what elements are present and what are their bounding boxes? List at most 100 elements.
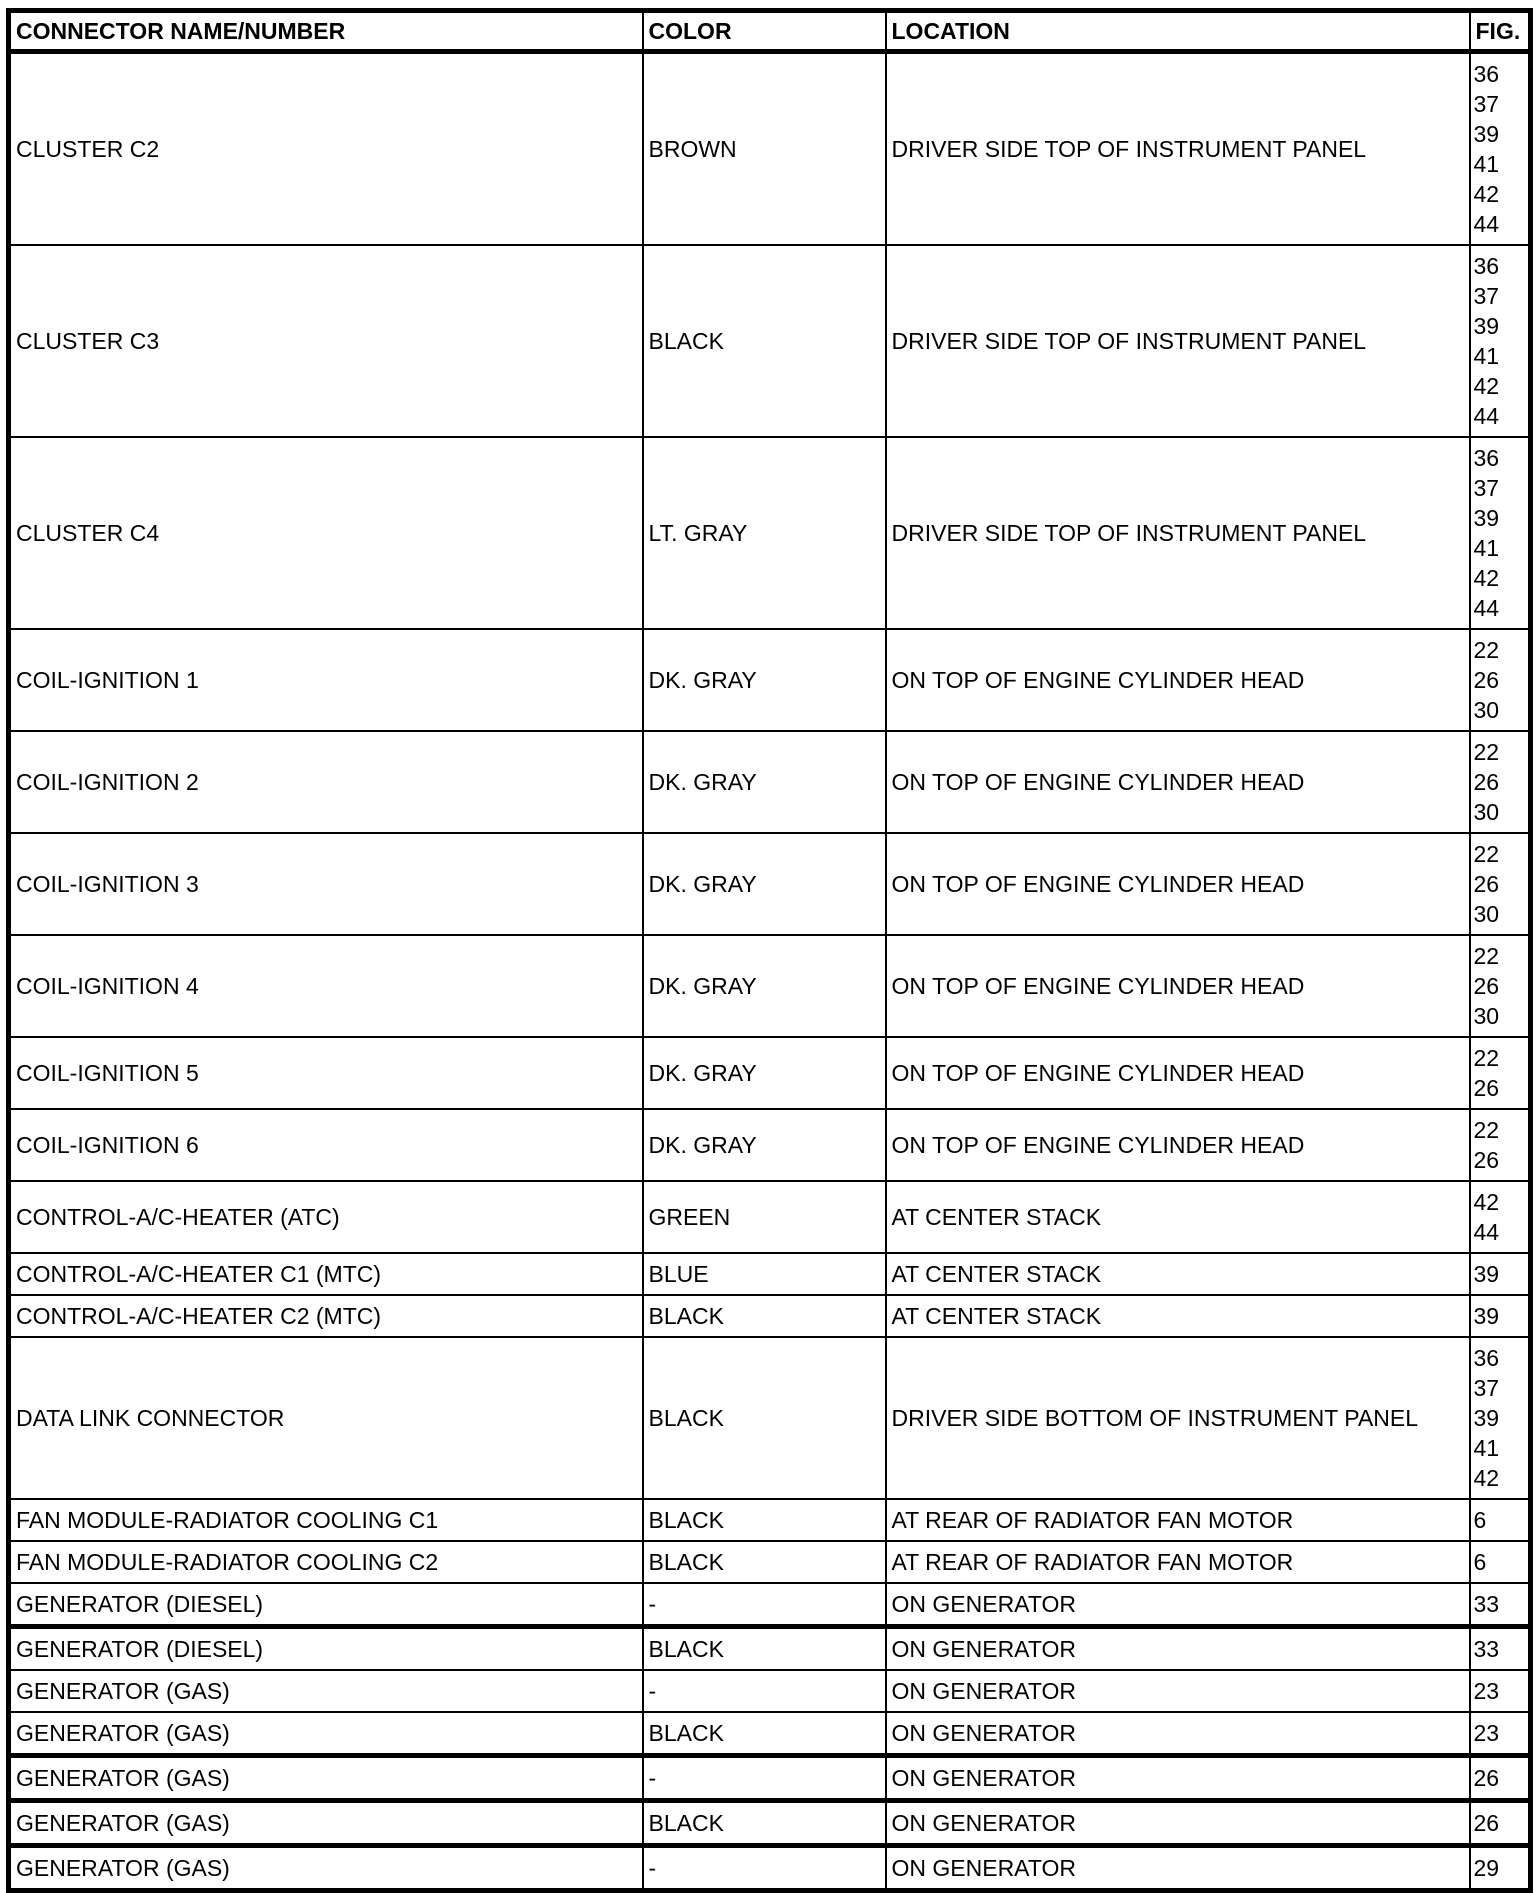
table-row: GENERATOR (DIESEL) BLACK ON GENERATOR 33	[7, 1624, 1532, 1671]
table-row: CONTROL-A/C-HEATER (ATC) GREEN AT CENTER S…	[7, 1180, 1532, 1254]
fig-number: 23	[1473, 1678, 1500, 1704]
fig-number: 22	[1473, 943, 1500, 969]
fig-number: 39	[1473, 313, 1500, 339]
table-row: GENERATOR (GAS) BLACK ON GENERATOR 26	[7, 1798, 1532, 1847]
color-cell: DK. GRAY	[641, 628, 887, 732]
location-cell: ON GENERATOR	[884, 1843, 1471, 1892]
connector-name-cell: CLUSTER C3	[7, 244, 644, 438]
fig-number: 37	[1473, 91, 1500, 117]
location-cell: ON GENERATOR	[884, 1711, 1471, 1757]
header-row: CONNECTOR NAME/NUMBER COLOR LOCATION FIG…	[7, 9, 1532, 53]
location-cell: ON GENERATOR	[884, 1798, 1471, 1847]
fig-number: 39	[1473, 1261, 1500, 1287]
fig-cell: 22 26 30	[1468, 832, 1532, 936]
color-cell: DK. GRAY	[641, 730, 887, 834]
location-cell: ON TOP OF ENGINE CYLINDER HEAD	[884, 832, 1471, 936]
table-row: COIL-IGNITION 2 DK. GRAY ON TOP OF ENGINE …	[7, 730, 1532, 834]
location-cell: AT REAR OF RADIATOR FAN MOTOR	[884, 1498, 1471, 1542]
fig-number: 44	[1473, 1219, 1500, 1245]
location-cell: AT CENTER STACK	[884, 1180, 1471, 1254]
fig-number: 26	[1473, 667, 1500, 693]
fig-number: 22	[1473, 841, 1500, 867]
fig-number: 26	[1473, 1075, 1500, 1101]
connector-name-cell: CONTROL-A/C-HEATER (ATC)	[7, 1180, 644, 1254]
location-cell: ON TOP OF ENGINE CYLINDER HEAD	[884, 730, 1471, 834]
fig-number: 23	[1473, 1720, 1500, 1746]
location-cell: DRIVER SIDE TOP OF INSTRUMENT PANEL	[884, 244, 1471, 438]
header-location: LOCATION	[884, 9, 1471, 53]
fig-number: 33	[1473, 1636, 1500, 1662]
location-cell: AT REAR OF RADIATOR FAN MOTOR	[884, 1540, 1471, 1584]
header-fig: FIG.	[1468, 9, 1532, 53]
location-cell: AT CENTER STACK	[884, 1294, 1471, 1338]
fig-number: 42	[1473, 181, 1500, 207]
color-cell: BLACK	[641, 244, 887, 438]
location-cell: ON GENERATOR	[884, 1669, 1471, 1713]
table-row: FAN MODULE-RADIATOR COOLING C1 BLACK AT RE…	[7, 1498, 1532, 1542]
color-cell: LT. GRAY	[641, 436, 887, 630]
table-row: GENERATOR (DIESEL) - ON GENERATOR 33	[7, 1582, 1532, 1628]
fig-number: 39	[1473, 505, 1500, 531]
fig-number: 26	[1473, 1765, 1500, 1791]
color-cell: DK. GRAY	[641, 1108, 887, 1182]
table-row: GENERATOR (GAS) - ON GENERATOR 29	[7, 1843, 1532, 1892]
connector-name-cell: DATA LINK CONNECTOR	[7, 1336, 644, 1500]
fig-number: 41	[1473, 1435, 1500, 1461]
color-cell: BLACK	[641, 1711, 887, 1757]
fig-cell: 29	[1468, 1843, 1532, 1892]
fig-cell: 22 26	[1468, 1108, 1532, 1182]
fig-number: 26	[1473, 973, 1500, 999]
connector-name-cell: GENERATOR (GAS)	[7, 1798, 644, 1847]
fig-number: 36	[1473, 1345, 1500, 1371]
fig-number: 22	[1473, 637, 1500, 663]
fig-number: 41	[1473, 343, 1500, 369]
color-cell: -	[641, 1669, 887, 1713]
table-row: FAN MODULE-RADIATOR COOLING C2 BLACK AT RE…	[7, 1540, 1532, 1584]
connector-name-cell: GENERATOR (GAS)	[7, 1753, 644, 1802]
fig-number: 42	[1473, 373, 1500, 399]
fig-cell: 33	[1468, 1624, 1532, 1671]
table-row: CLUSTER C2 BROWN DRIVER SIDE TOP OF INSTRU…	[7, 50, 1532, 246]
fig-number: 29	[1473, 1855, 1500, 1881]
fig-number: 37	[1473, 1375, 1500, 1401]
fig-number: 39	[1473, 121, 1500, 147]
fig-number: 42	[1473, 565, 1500, 591]
connector-name-cell: CONTROL-A/C-HEATER C1 (MTC)	[7, 1252, 644, 1296]
fig-cell: 23	[1468, 1669, 1532, 1713]
fig-cell: 22 26 30	[1468, 934, 1532, 1038]
connector-name-cell: GENERATOR (DIESEL)	[7, 1582, 644, 1628]
fig-number: 30	[1473, 697, 1500, 723]
table-row: COIL-IGNITION 3 DK. GRAY ON TOP OF ENGINE …	[7, 832, 1532, 936]
table-body: CLUSTER C2 BROWN DRIVER SIDE TOP OF INSTRU…	[7, 50, 1532, 1892]
fig-number: 30	[1473, 799, 1500, 825]
fig-number: 22	[1473, 739, 1500, 765]
location-cell: ON GENERATOR	[884, 1582, 1471, 1628]
fig-number: 36	[1473, 253, 1500, 279]
color-cell: DK. GRAY	[641, 1036, 887, 1110]
color-cell: GREEN	[641, 1180, 887, 1254]
color-cell: BLACK	[641, 1540, 887, 1584]
table-row: COIL-IGNITION 1 DK. GRAY ON TOP OF ENGINE …	[7, 628, 1532, 732]
fig-number: 26	[1473, 1147, 1500, 1173]
connector-name-cell: COIL-IGNITION 4	[7, 934, 644, 1038]
table-row: CONTROL-A/C-HEATER C1 (MTC) BLUE AT CENTER…	[7, 1252, 1532, 1296]
fig-number: 36	[1473, 61, 1500, 87]
color-cell: BLUE	[641, 1252, 887, 1296]
fig-cell: 36 37 39 41 42	[1468, 1336, 1532, 1500]
fig-cell: 22 26 30	[1468, 730, 1532, 834]
fig-number: 39	[1473, 1405, 1500, 1431]
table-row: DATA LINK CONNECTOR BLACK DRIVER SIDE BOTT…	[7, 1336, 1532, 1500]
connector-name-cell: CLUSTER C4	[7, 436, 644, 630]
fig-number: 37	[1473, 283, 1500, 309]
location-cell: DRIVER SIDE TOP OF INSTRUMENT PANEL	[884, 50, 1471, 246]
location-cell: ON TOP OF ENGINE CYLINDER HEAD	[884, 934, 1471, 1038]
table-row: GENERATOR (GAS) BLACK ON GENERATOR 23	[7, 1711, 1532, 1757]
fig-cell: 22 26	[1468, 1036, 1532, 1110]
connector-name-cell: GENERATOR (GAS)	[7, 1711, 644, 1757]
fig-number: 44	[1473, 211, 1500, 237]
color-cell: BLACK	[641, 1624, 887, 1671]
connector-name-cell: GENERATOR (GAS)	[7, 1669, 644, 1713]
fig-number: 6	[1473, 1549, 1487, 1575]
location-cell: DRIVER SIDE BOTTOM OF INSTRUMENT PANEL	[884, 1336, 1471, 1500]
fig-number: 37	[1473, 475, 1500, 501]
